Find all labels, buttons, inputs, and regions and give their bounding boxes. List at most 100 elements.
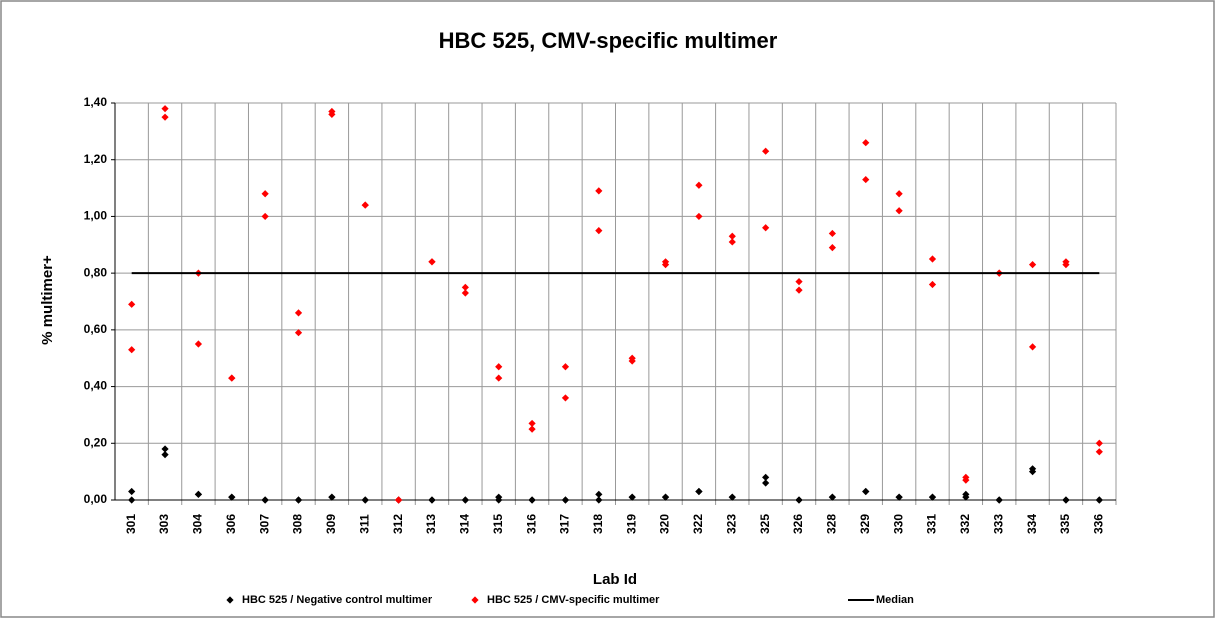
data-point — [1028, 468, 1037, 476]
data-point — [528, 419, 536, 428]
data-point — [194, 490, 203, 498]
data-point — [895, 207, 903, 215]
legend-marker — [226, 596, 234, 604]
y-axis-label: % multimer+ — [39, 255, 56, 345]
x-tick-label: 318 — [591, 514, 605, 534]
legend-label: HBC 525 / Negative control multimer — [242, 594, 433, 606]
legend-label: Median — [876, 594, 914, 606]
data-point — [661, 493, 670, 501]
data-point — [728, 232, 736, 240]
data-point — [595, 227, 603, 235]
x-tick-label: 319 — [624, 514, 638, 534]
data-point — [128, 346, 136, 354]
y-tick-label: 0,20 — [84, 435, 108, 449]
data-point — [1062, 261, 1070, 269]
data-point — [895, 190, 903, 198]
x-tick-label: 331 — [925, 514, 939, 534]
data-point — [361, 201, 369, 209]
x-tick-label: 308 — [291, 514, 305, 534]
data-point — [428, 258, 436, 266]
x-tick-label: 311 — [357, 514, 371, 534]
x-tick-label: 317 — [558, 514, 572, 534]
data-point — [595, 490, 603, 498]
legend-label: HBC 525 / CMV-specific multimer — [487, 594, 660, 606]
x-tick-label: 326 — [791, 514, 805, 534]
x-tick-label: 336 — [1091, 514, 1105, 534]
data-point — [1095, 496, 1103, 504]
data-point — [595, 187, 603, 195]
x-tick-label: 333 — [991, 514, 1005, 534]
data-point — [1028, 261, 1037, 269]
data-point — [461, 289, 469, 297]
data-point — [128, 300, 136, 308]
data-point — [561, 496, 570, 504]
data-point — [161, 445, 169, 453]
x-tick-label: 320 — [658, 514, 672, 534]
data-point — [128, 487, 136, 496]
data-point — [828, 244, 836, 252]
legend-marker — [471, 596, 479, 604]
data-point — [762, 473, 770, 481]
data-point — [261, 212, 269, 221]
data-point — [628, 357, 636, 365]
x-tick-label: 323 — [724, 514, 738, 534]
data-point — [461, 283, 469, 291]
data-point — [1095, 448, 1103, 456]
data-point — [294, 329, 303, 337]
data-point — [795, 496, 803, 504]
data-point — [561, 363, 570, 371]
x-tick-label: 312 — [391, 514, 405, 534]
y-tick-label: 0,60 — [84, 322, 108, 336]
data-point — [628, 493, 636, 501]
x-tick-label: 335 — [1058, 514, 1072, 534]
chart-title: HBC 525, CMV-specific multimer — [439, 28, 778, 53]
data-point — [862, 175, 870, 184]
data-point — [762, 147, 770, 155]
data-point — [695, 212, 703, 221]
x-tick-label: 301 — [124, 514, 138, 534]
data-point — [1095, 439, 1103, 447]
y-tick-label: 1,00 — [84, 209, 108, 223]
y-tick-label: 1,40 — [84, 95, 108, 109]
x-tick-label: 328 — [825, 514, 839, 534]
x-tick-label: 325 — [758, 514, 772, 534]
x-tick-label: 329 — [858, 514, 872, 534]
data-point — [962, 493, 970, 501]
x-tick-label: 332 — [958, 514, 972, 534]
data-point — [194, 340, 203, 348]
data-point — [895, 493, 903, 501]
x-tick-label: 309 — [324, 514, 338, 534]
data-point — [128, 496, 136, 504]
data-point — [728, 238, 736, 246]
data-point — [1062, 496, 1070, 504]
data-point — [595, 496, 603, 504]
y-tick-label: 0,00 — [84, 492, 108, 506]
data-point — [561, 394, 570, 402]
data-point — [862, 139, 870, 147]
x-tick-label: 330 — [891, 514, 905, 534]
data-point — [161, 451, 169, 459]
x-tick-label: 334 — [1025, 514, 1039, 534]
x-tick-label: 313 — [424, 514, 438, 534]
data-point — [495, 374, 503, 382]
data-point — [228, 493, 236, 501]
x-tick-label: 306 — [224, 514, 238, 534]
data-point — [461, 496, 469, 504]
data-point — [161, 113, 169, 121]
data-point — [695, 181, 703, 189]
data-point — [828, 229, 836, 238]
data-point — [762, 479, 770, 487]
data-point — [495, 496, 503, 504]
data-point — [495, 363, 503, 371]
data-point — [928, 280, 937, 289]
data-point — [261, 190, 269, 198]
x-tick-label: 303 — [157, 514, 171, 534]
y-tick-label: 0,80 — [84, 265, 108, 279]
data-point — [762, 224, 770, 232]
x-tick-label: 314 — [458, 514, 472, 534]
data-point — [328, 110, 336, 118]
data-point — [695, 487, 703, 496]
data-point — [1028, 343, 1037, 351]
data-point — [795, 278, 803, 286]
